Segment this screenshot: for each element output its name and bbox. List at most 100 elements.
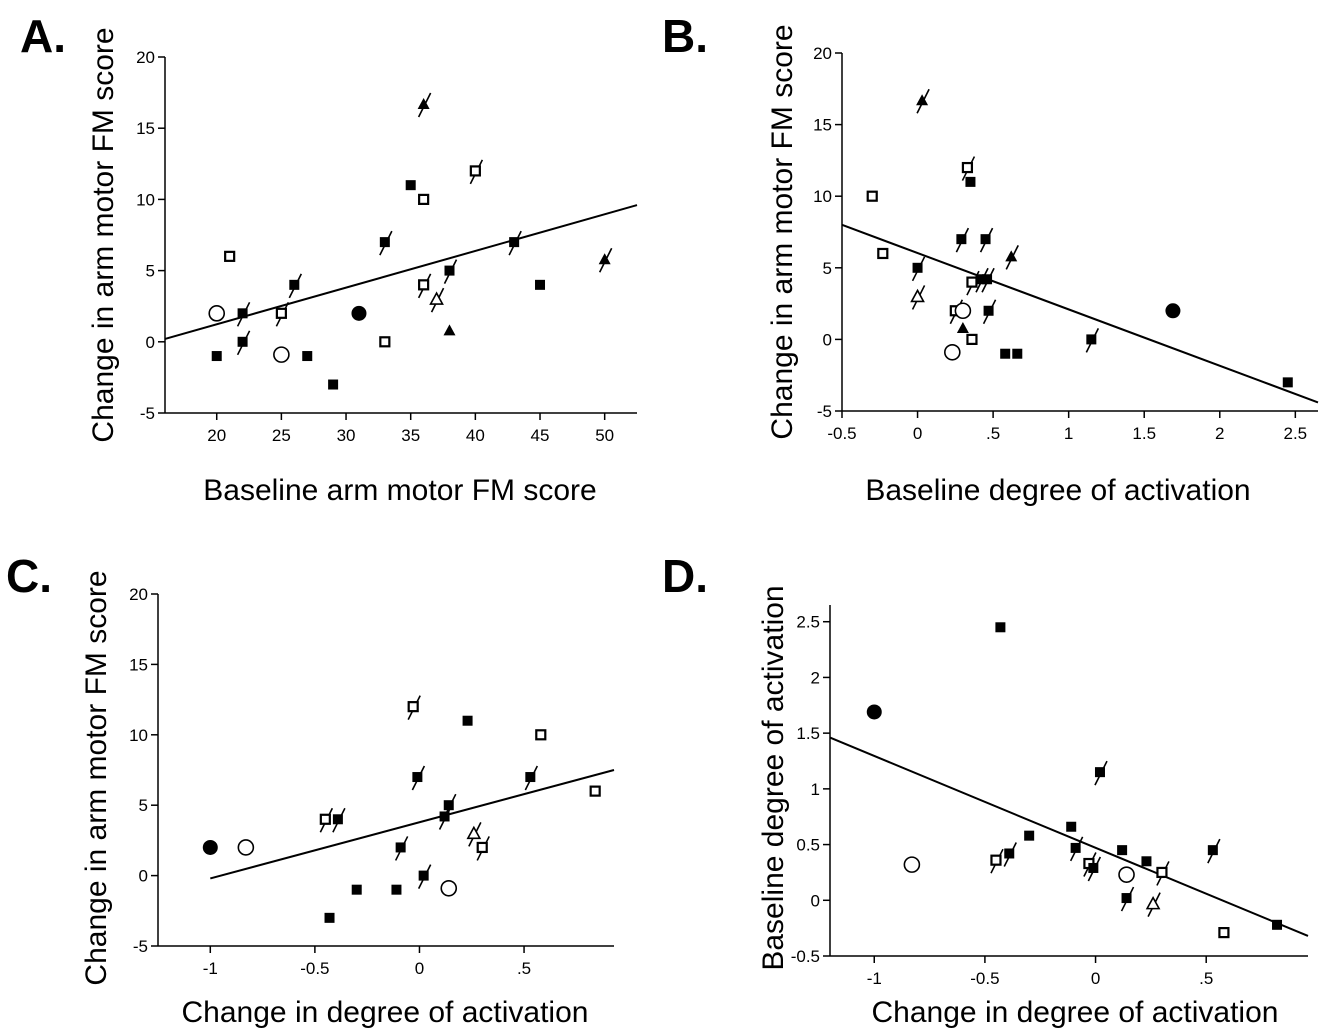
data-point-open-circle [237, 839, 255, 856]
data-point-filled-square [1094, 767, 1105, 778]
data-point-open-circle [944, 343, 961, 361]
y-tick-label: 20 [813, 44, 832, 63]
data-point-open-square [535, 729, 547, 741]
x-tick-label: 0 [1091, 969, 1100, 988]
data-point-open-square [866, 190, 878, 202]
y-tick-label: -5 [133, 937, 148, 956]
y-tick-label: 0.5 [796, 836, 820, 855]
data-point-open-square [1218, 926, 1230, 939]
x-tick-label: 30 [337, 426, 356, 445]
data-point-filled-square [965, 176, 976, 187]
data-point-open-triangle [1145, 895, 1161, 910]
data-point-open-circle [440, 879, 458, 897]
y-tick-label: 10 [813, 187, 832, 206]
data-point-filled-square [1207, 845, 1218, 856]
data-point-open-square [224, 250, 236, 262]
data-point-filled-square [982, 274, 993, 285]
data-point-filled-square [1086, 334, 1097, 345]
y-tick-label: 15 [129, 655, 148, 674]
data-point-filled-square [395, 842, 406, 853]
data-point-filled-square [1141, 856, 1152, 867]
data-point-open-triangle [910, 288, 925, 303]
y-tick-label: 0 [146, 333, 155, 352]
data-point-filled-square [956, 234, 967, 245]
data-point-filled-triangle [916, 94, 929, 106]
y-tick-label: 5 [139, 796, 148, 815]
y-tick-label: 20 [129, 585, 148, 604]
x-tick-label: 35 [401, 426, 420, 445]
y-tick-label: -5 [817, 402, 832, 421]
data-point-open-triangle [429, 291, 444, 305]
data-point-open-square [589, 785, 601, 797]
data-point-filled-square [983, 305, 994, 316]
data-point-filled-square [405, 180, 416, 191]
data-point-filled-square [412, 772, 423, 783]
data-point-filled-square [1121, 893, 1132, 904]
y-axis-label: Change in arm motor FM score [80, 570, 113, 985]
x-tick-label: 25 [272, 426, 291, 445]
data-point-open-square [379, 336, 391, 348]
panel-b: B. -0.5 0 .5 1 1.5 2 2.5 -5 0 5 10 15 20 Baseline degr… [662, 10, 1319, 507]
data-point-open-square [1156, 866, 1168, 879]
x-tick-label: -0.5 [970, 969, 999, 988]
data-point-open-circle [1118, 866, 1135, 883]
panel-letter: D. [662, 550, 708, 602]
data-point-open-square [275, 307, 287, 319]
data-point-filled-circle [866, 704, 882, 720]
y-tick-label: 5 [146, 262, 155, 281]
y-tick-label: -0.5 [791, 947, 820, 966]
x-tick-label: -1 [867, 969, 882, 988]
x-axis-label: Baseline degree of activation [865, 474, 1250, 507]
data-point-open-square [877, 247, 889, 260]
data-point-filled-square [443, 800, 454, 811]
y-axis-label: Change in arm motor FM score [766, 24, 799, 439]
x-tick-label: .5 [517, 959, 531, 978]
y-tick-label: 2 [811, 668, 820, 687]
data-point-filled-circle [1165, 303, 1181, 319]
data-point-filled-square [976, 274, 987, 285]
data-point-open-circle [208, 305, 226, 322]
data-point-filled-square [1024, 830, 1035, 841]
y-tick-label: 5 [823, 259, 832, 278]
y-axis-label: Change in arm motor FM score [87, 27, 120, 442]
x-tick-label: 1 [1064, 424, 1073, 443]
x-tick-label: -0.5 [827, 424, 856, 443]
data-point-filled-triangle [417, 97, 430, 109]
y-tick-label: 0 [811, 891, 820, 910]
y-tick-label: 10 [136, 190, 155, 209]
data-point-filled-square [289, 279, 300, 290]
y-axis-label: Baseline degree of activation [757, 585, 790, 970]
data-point-filled-triangle [443, 324, 456, 336]
y-tick-label: 15 [136, 119, 155, 138]
y-tick-label: 1 [811, 780, 820, 799]
x-tick-label: 50 [595, 426, 614, 445]
data-point-filled-square [418, 870, 429, 881]
data-point-filled-square [1117, 845, 1128, 856]
data-point-open-square [966, 276, 978, 288]
data-point-open-square [966, 333, 978, 345]
data-point-open-circle [903, 856, 921, 873]
regression-line [829, 736, 1309, 937]
data-point-filled-square [1000, 348, 1011, 359]
y-tick-label: 0 [823, 330, 832, 349]
x-tick-label: -1 [203, 959, 218, 978]
x-tick-label: 0 [415, 959, 424, 978]
panel-letter: B. [662, 10, 708, 62]
data-point-filled-square [391, 884, 402, 895]
panel-a: A. 20 25 30 35 40 45 50 -5 0 5 10 15 20 Baseline arm m… [20, 10, 638, 507]
data-point-filled-square [1012, 348, 1023, 359]
data-point-filled-square [1272, 919, 1283, 930]
data-point-filled-square [1070, 842, 1081, 853]
data-point-open-square [319, 813, 331, 825]
x-tick-label: 1.5 [1132, 424, 1156, 443]
data-point-open-square [407, 701, 419, 713]
data-point-open-square [476, 841, 488, 854]
x-tick-label: .5 [1199, 969, 1213, 988]
data-point-filled-square [509, 237, 520, 248]
panel-c: C. -1 -0.5 0 .5 -5 0 5 10 15 20 Change in degree of… [6, 550, 615, 1029]
y-tick-label: 2.5 [796, 613, 820, 632]
x-axis-label: Baseline arm motor FM score [203, 474, 596, 507]
y-tick-label: 0 [139, 867, 148, 886]
data-point-filled-circle [202, 839, 218, 855]
